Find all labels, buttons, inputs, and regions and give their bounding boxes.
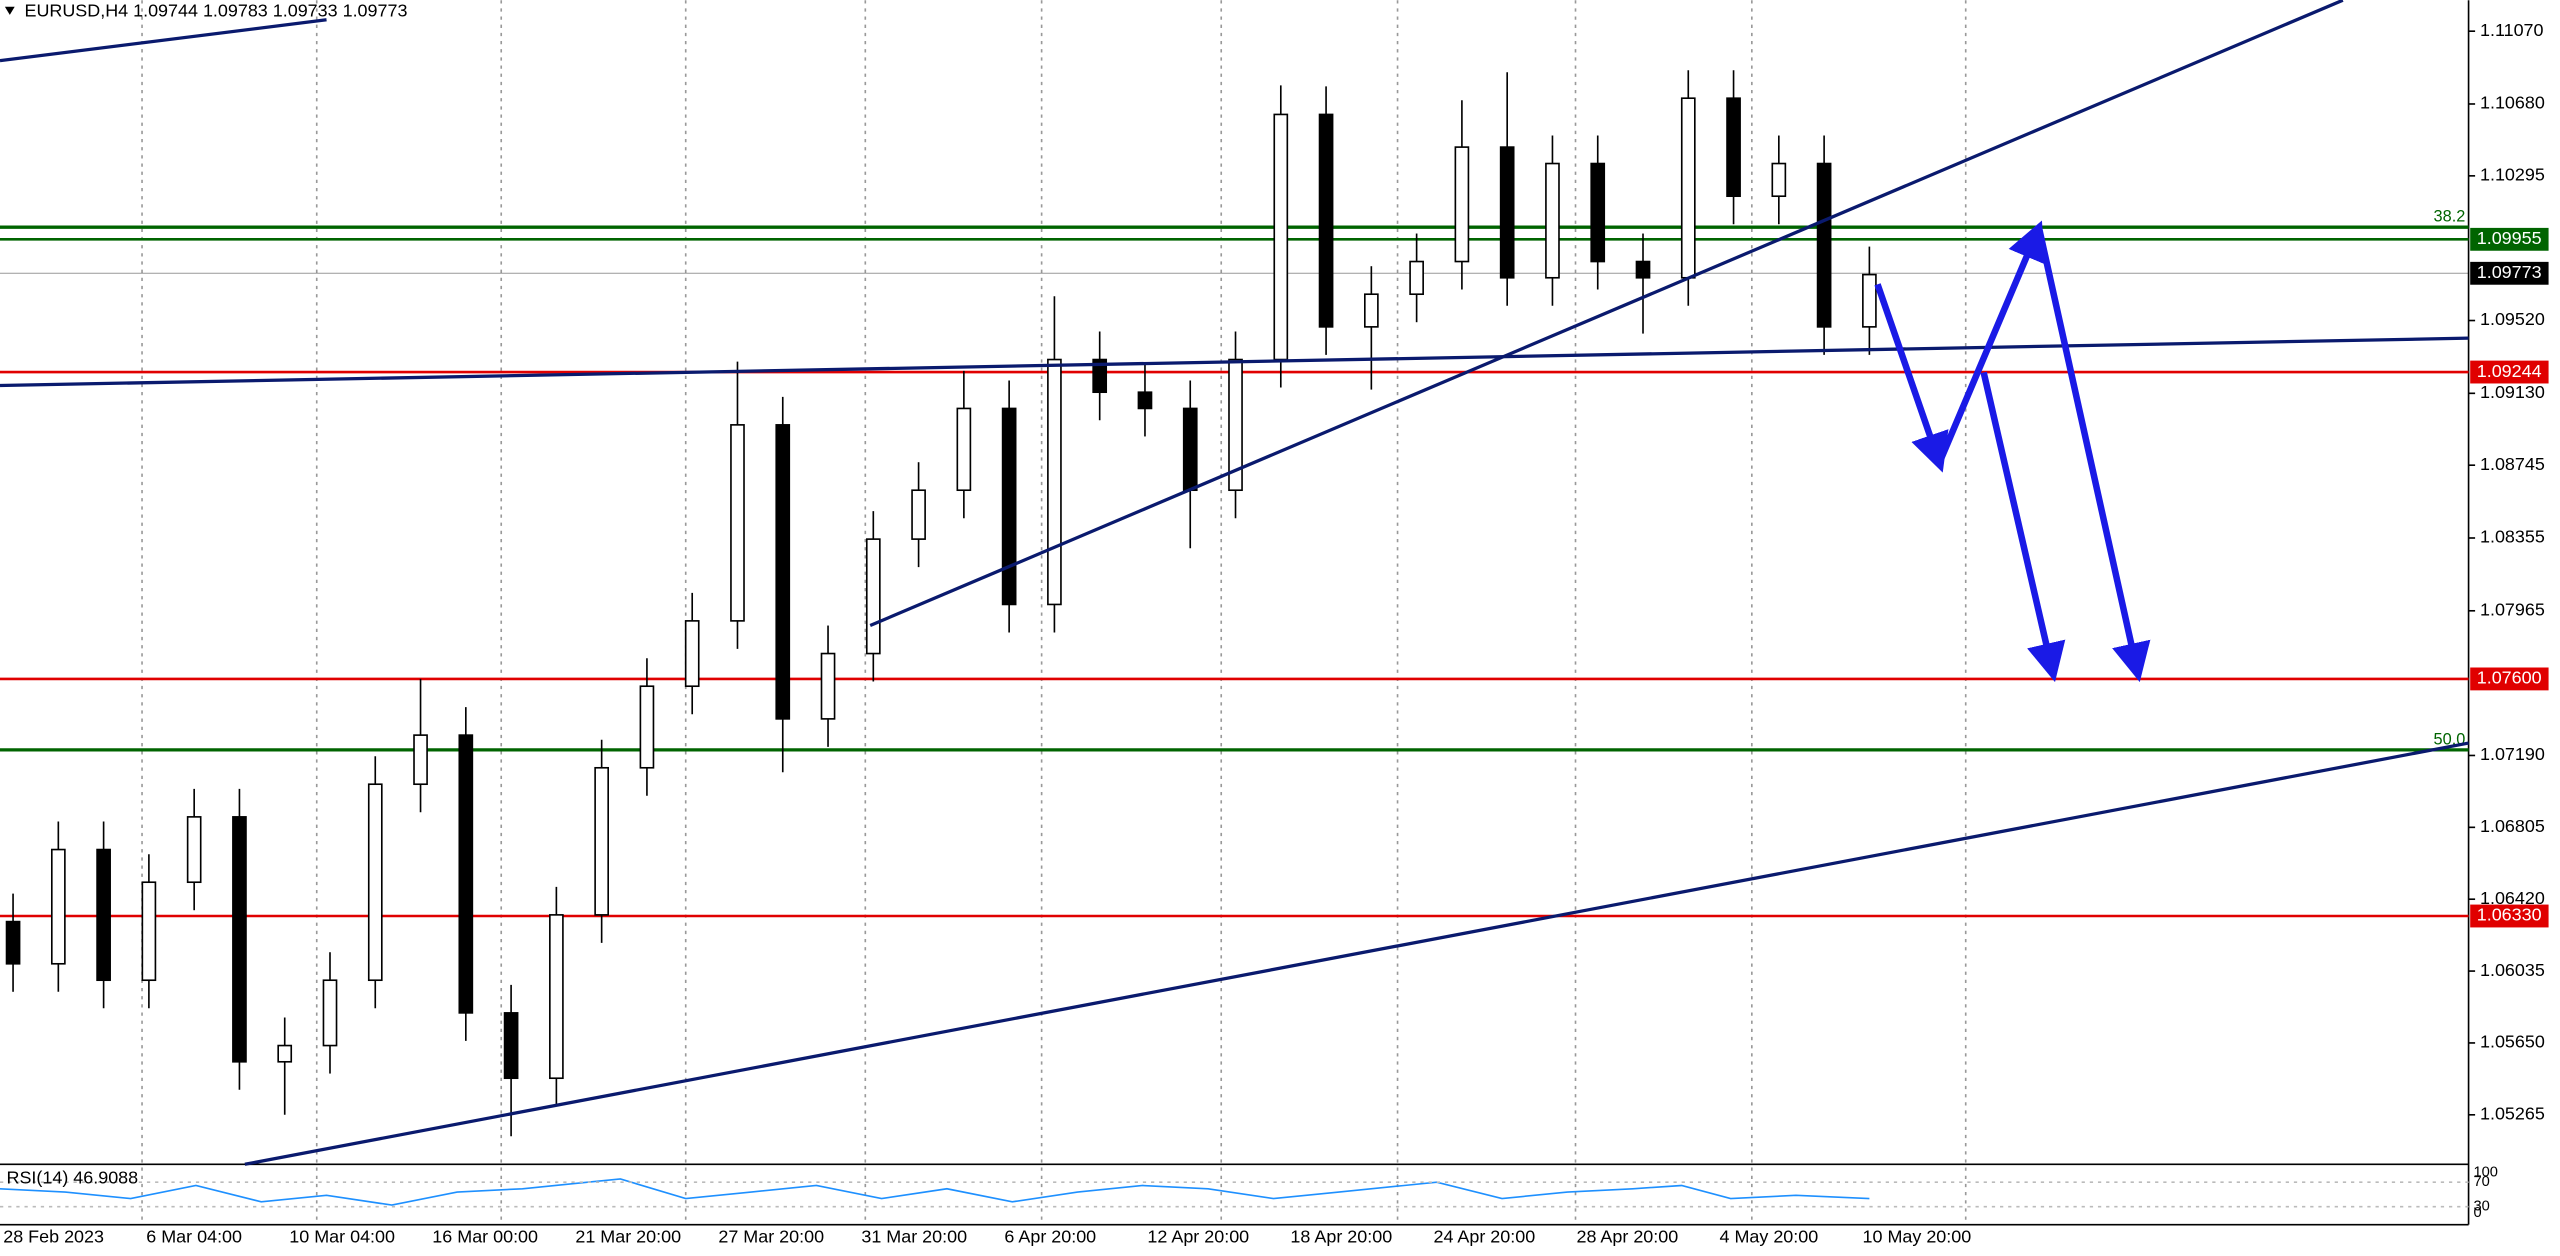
candle-body <box>1137 391 1153 410</box>
candle-body <box>684 620 700 688</box>
rsi-tick-label: 100 <box>2473 1164 2498 1180</box>
y-tick-label: 1.07965 <box>2480 600 2545 620</box>
x-tick-label: 31 Mar 20:00 <box>861 1226 967 1246</box>
candle-body <box>1590 162 1606 263</box>
x-tick-label: 10 May 20:00 <box>1863 1226 1972 1246</box>
rsi-line <box>0 1178 1870 1206</box>
candle-body <box>277 1044 293 1063</box>
level-label: 1.09955 <box>2477 228 2542 248</box>
y-tick-label: 1.11070 <box>2480 20 2544 40</box>
x-tick-label: 6 Apr 20:00 <box>1004 1226 1096 1246</box>
level-label: 1.07600 <box>2477 668 2542 688</box>
candle-body <box>1409 260 1424 296</box>
candle-body <box>639 685 655 769</box>
v-grid <box>141 0 1967 1225</box>
x-tick-label: 24 Apr 20:00 <box>1433 1226 1535 1246</box>
level-label: 1.09244 <box>2477 361 2542 381</box>
x-tick-label: 28 Apr 20:00 <box>1576 1226 1678 1246</box>
forecast-arrows <box>1874 220 2151 683</box>
y-tick-label: 1.10295 <box>2480 165 2545 185</box>
y-tick-label: 1.09130 <box>2480 382 2545 402</box>
fib-label: 38.2 <box>2434 208 2466 226</box>
symbol-header: EURUSD,H4 1.09744 1.09783 1.09733 1.0977… <box>24 0 407 20</box>
candle-body <box>1816 162 1832 328</box>
level-box <box>2470 667 2549 691</box>
candle-body <box>5 920 21 965</box>
candle-body <box>1680 97 1696 279</box>
y-tick-label: 1.05265 <box>2480 1104 2545 1124</box>
candle-body <box>96 848 111 982</box>
candle-body <box>322 979 338 1047</box>
candle-body <box>186 816 202 884</box>
candle-body <box>1499 146 1515 279</box>
candle-body <box>1047 358 1062 606</box>
y-tick-label: 1.10680 <box>2480 93 2545 113</box>
trendlines <box>0 0 2469 1166</box>
candle-body <box>1092 358 1108 394</box>
rsi-tick-label: 30 <box>2473 1199 2489 1215</box>
candle-body <box>730 424 745 622</box>
candle-body <box>50 848 66 965</box>
level-label: 1.09773 <box>2477 262 2542 282</box>
menu-triangle[interactable] <box>4 6 15 15</box>
candle-body <box>232 816 247 1063</box>
level-box <box>2470 904 2549 928</box>
x-tick-label: 10 Mar 04:00 <box>289 1226 395 1246</box>
candle-body <box>1726 97 1741 198</box>
x-tick-label: 28 Feb 2023 <box>3 1226 104 1246</box>
candle-body <box>1228 358 1243 492</box>
level-box <box>2470 227 2549 251</box>
y-tick-label: 1.06420 <box>2480 888 2545 908</box>
y-tick-label: 1.09520 <box>2480 309 2545 329</box>
levels: 38.250.01.099551.097731.092441.076001.06… <box>0 208 2549 928</box>
y-tick-label: 1.08745 <box>2480 454 2545 474</box>
candle-body <box>775 424 791 720</box>
level-box <box>2470 261 2549 285</box>
x-tick-label: 6 Mar 04:00 <box>146 1226 242 1246</box>
candle-body <box>1545 162 1560 279</box>
y-tick-label: 1.07190 <box>2480 744 2545 764</box>
level-box <box>2470 360 2549 384</box>
candle-body <box>1862 273 1877 328</box>
y-tick-label: 1.05650 <box>2480 1032 2545 1052</box>
candle-body <box>1182 407 1198 492</box>
candle-body <box>820 652 836 720</box>
x-tick-label: 27 Mar 20:00 <box>718 1226 824 1246</box>
candle-body <box>503 1012 519 1080</box>
candle-body <box>1001 407 1017 606</box>
y-tick-label: 1.06035 <box>2480 960 2545 980</box>
candle-body <box>1454 146 1470 263</box>
rsi-label: RSI(14) 46.9088 <box>7 1168 139 1188</box>
candle-body <box>141 881 157 982</box>
candle-body <box>1771 162 1787 198</box>
candle-body <box>911 489 926 540</box>
rsi-tick-label: 70 <box>2473 1174 2489 1190</box>
candle-body <box>413 734 428 786</box>
x-tick-label: 16 Mar 00:00 <box>432 1226 538 1246</box>
candle-body <box>594 766 609 916</box>
candle-body <box>1364 293 1379 328</box>
candle-body <box>1318 113 1334 328</box>
candle-body <box>549 914 564 1080</box>
candle-body <box>956 407 972 492</box>
candles <box>5 70 1877 1137</box>
x-tick-label: 4 May 20:00 <box>1720 1226 1819 1246</box>
candle-body <box>1635 260 1651 279</box>
x-tick-label: 21 Mar 20:00 <box>575 1226 681 1246</box>
y-tick-label: 1.06805 <box>2480 816 2545 836</box>
candle-body <box>458 734 474 1014</box>
candle-body <box>1273 113 1289 361</box>
candle-body <box>367 783 383 982</box>
y-tick-label: 1.08355 <box>2480 527 2545 547</box>
level-label: 1.06330 <box>2477 905 2542 925</box>
x-tick-label: 12 Apr 20:00 <box>1147 1226 1249 1246</box>
x-tick-label: 18 Apr 20:00 <box>1290 1226 1392 1246</box>
candle-body <box>865 538 881 655</box>
rsi-tick-label: 0 <box>2473 1205 2481 1221</box>
